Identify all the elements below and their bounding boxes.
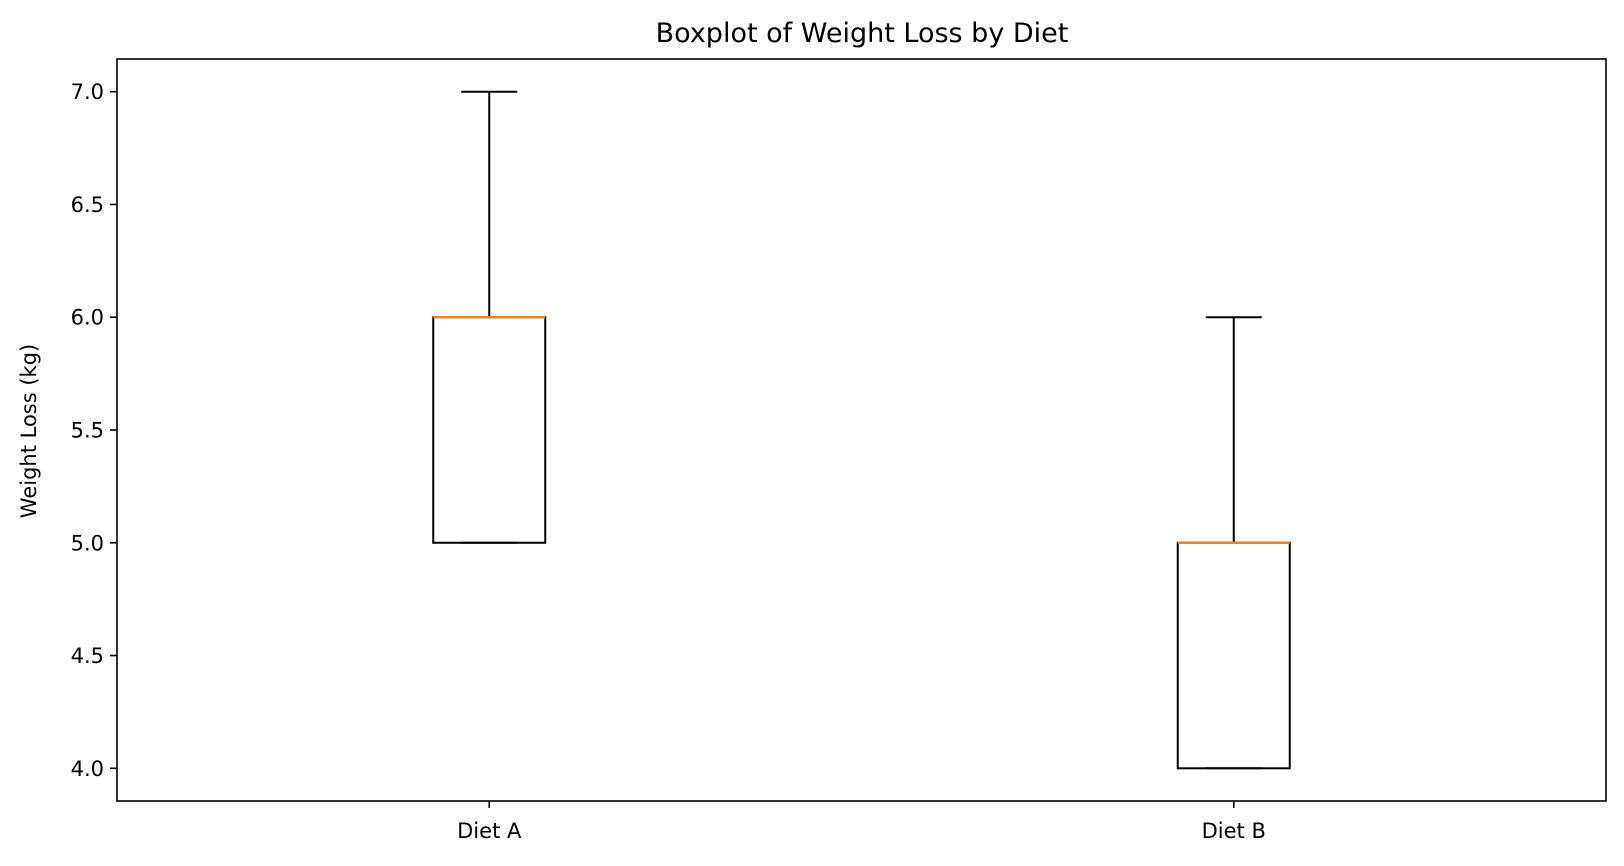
plot-area: 4.0 4.5 5.0 5.5 6.0 6.5 7.0 Diet A Diet B: [71, 80, 1291, 843]
chart-title: Boxplot of Weight Loss by Diet: [656, 18, 1069, 49]
y-tick-label: 5.0: [71, 531, 104, 555]
y-tick-label: 7.0: [71, 80, 104, 104]
y-tick-label: 6.0: [71, 306, 104, 330]
plot-frame: [116, 58, 1607, 802]
box-iqr: [1176, 541, 1291, 770]
y-tick-label: 4.5: [71, 644, 104, 668]
y-tick-label: 6.5: [71, 193, 104, 217]
x-tick-label: Diet A: [457, 819, 522, 843]
y-tick-label: 5.5: [71, 419, 104, 443]
y-axis-label: Weight Loss (kg): [17, 344, 41, 518]
y-tick-label: 4.0: [71, 757, 104, 781]
x-tick-label: Diet B: [1202, 819, 1266, 843]
box-iqr: [432, 316, 547, 544]
